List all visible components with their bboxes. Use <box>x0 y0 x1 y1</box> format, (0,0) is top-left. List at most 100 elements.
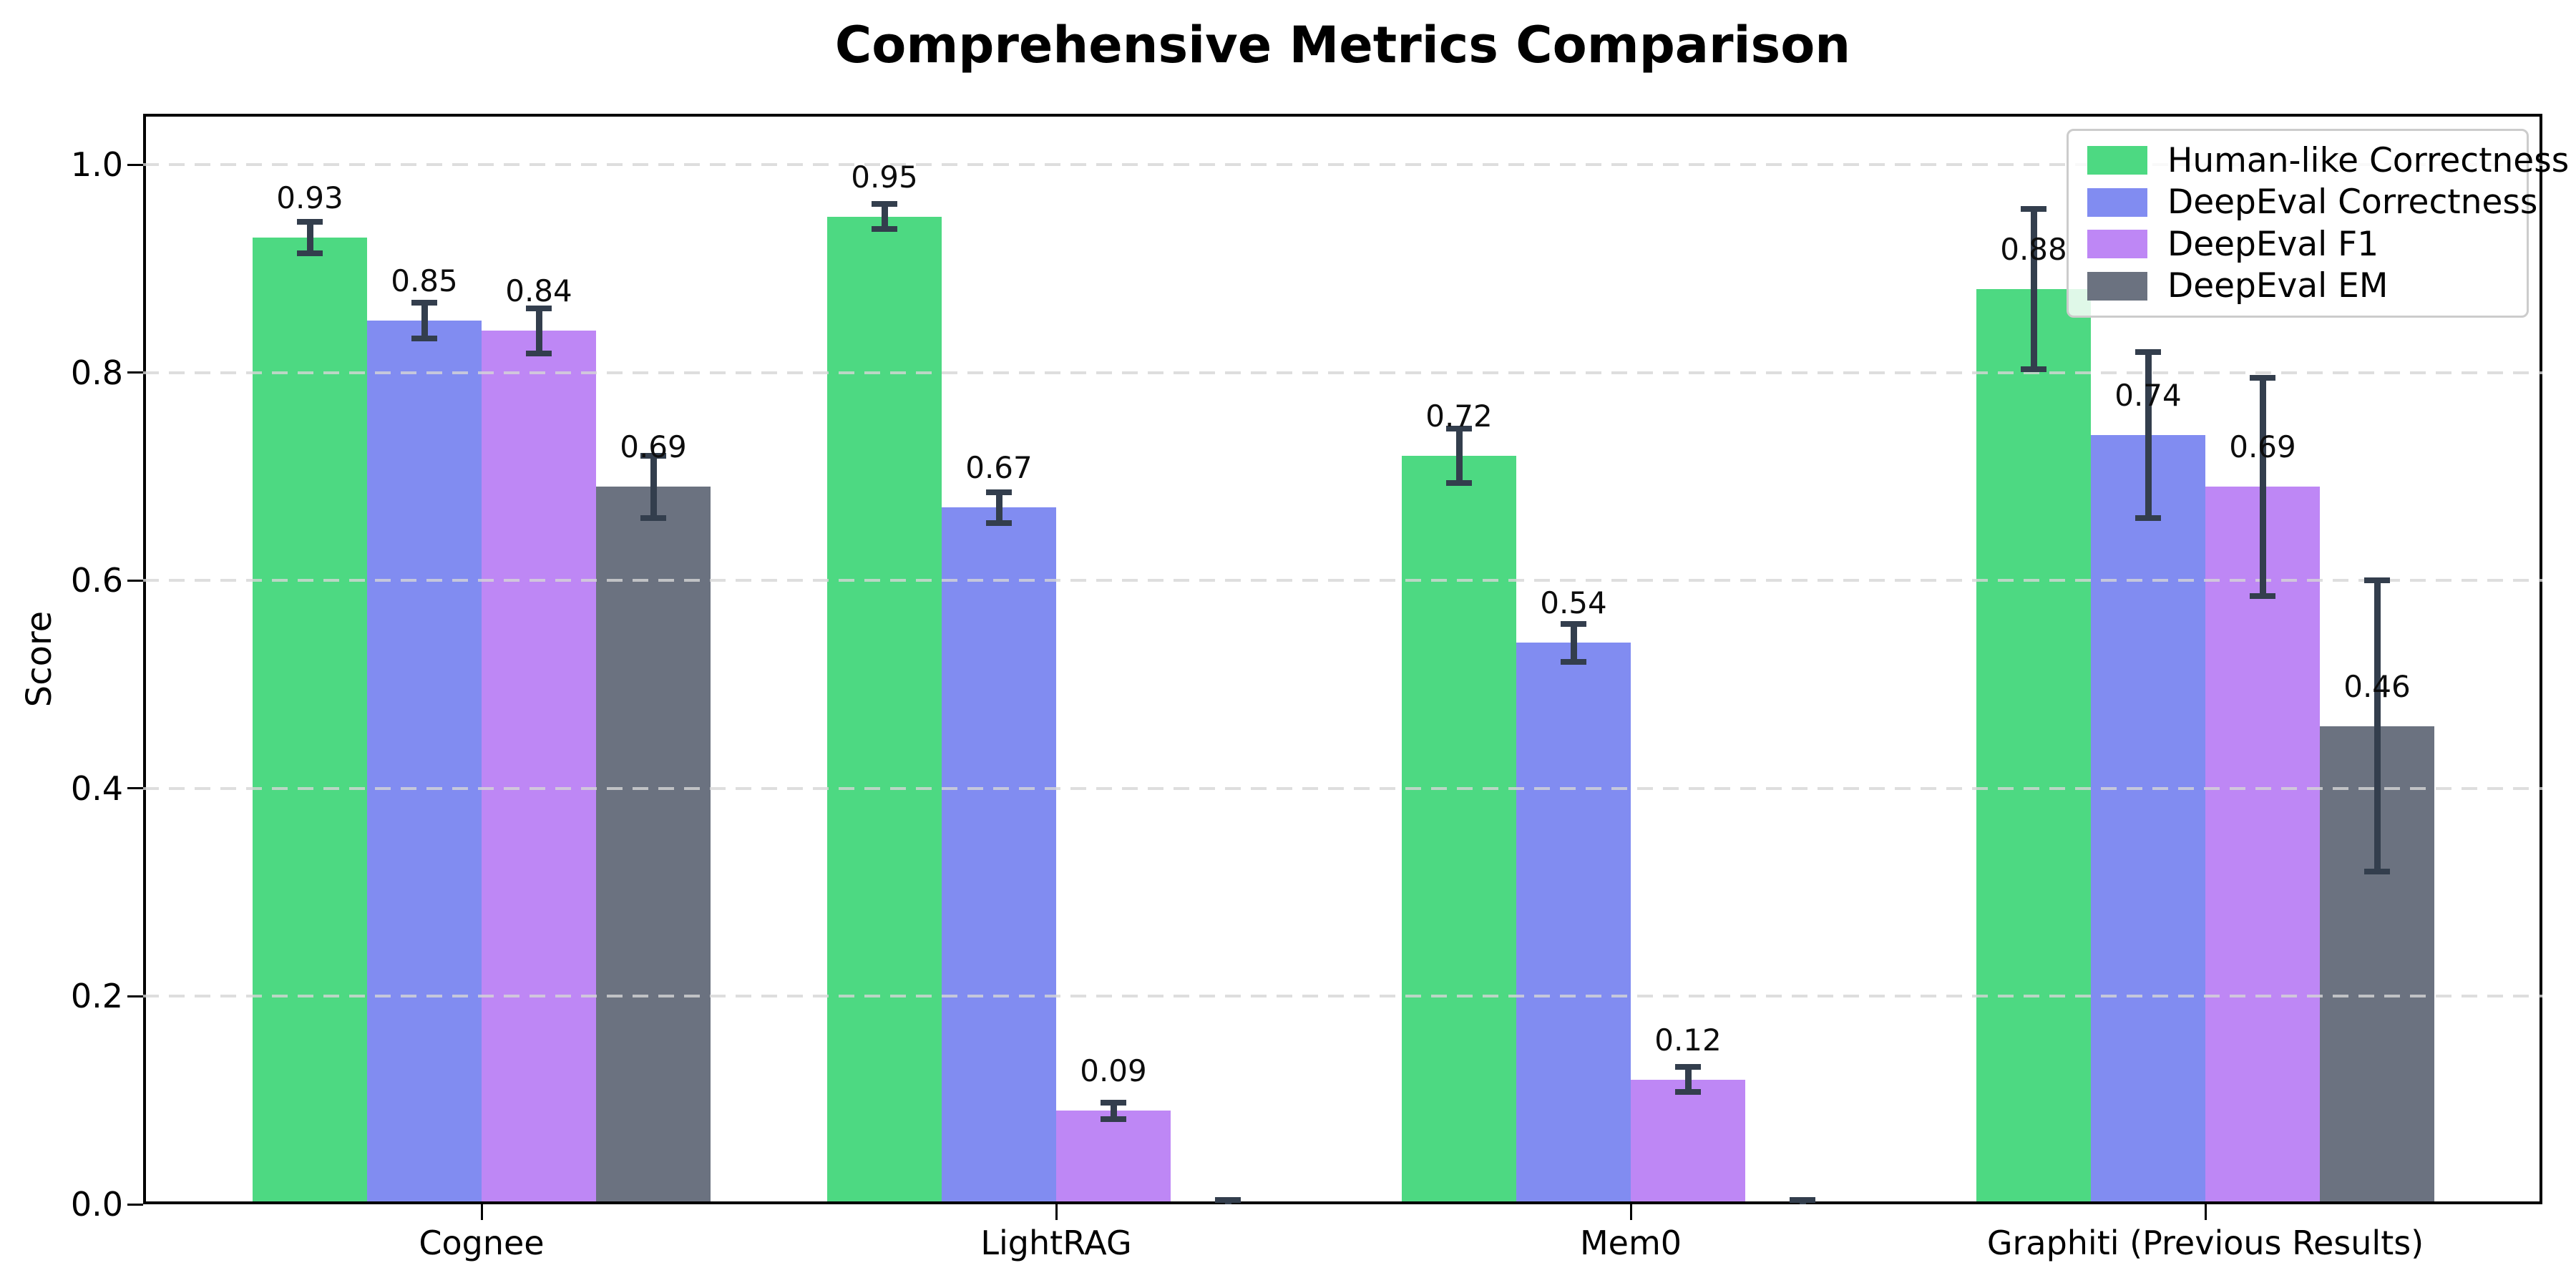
error-bar <box>1455 429 1463 483</box>
error-bar <box>421 303 428 338</box>
error-bar <box>2030 209 2037 370</box>
error-bar-cap-top <box>2364 577 2390 584</box>
error-bar-cap-bottom <box>297 250 323 256</box>
error-bar-cap-top <box>1561 621 1586 628</box>
bar-value-label: 0.67 <box>965 450 1033 486</box>
gridline <box>143 579 2542 582</box>
bar <box>1516 643 1631 1204</box>
error-bar <box>535 308 542 354</box>
bar-value-label: 0.46 <box>2343 668 2411 704</box>
error-bar <box>306 221 313 253</box>
x-tick-label: LightRAG <box>980 1224 1132 1262</box>
error-bar-cap-bottom <box>1561 658 1586 665</box>
error-bar <box>650 455 657 518</box>
error-bar <box>995 492 1002 524</box>
error-bar-cap-bottom <box>1675 1089 1701 1096</box>
legend: Human-like Correctness DeepEval Correctne… <box>2067 129 2569 318</box>
gridline <box>143 995 2542 998</box>
bar-value-label: 0.12 <box>1654 1022 1722 1058</box>
bar-value-label: 0.74 <box>2114 377 2182 413</box>
legend-swatch-icon <box>2087 271 2147 301</box>
bar-value-label: 0.84 <box>505 273 572 309</box>
error-bar-cap-bottom <box>1446 479 1472 486</box>
legend-item: Human-like Correctness <box>2069 144 2569 177</box>
error-bar-cap-bottom <box>872 226 897 233</box>
y-axis-label: Score <box>19 610 59 708</box>
x-axis-tick <box>1055 1204 1058 1220</box>
bar-value-label: 0.54 <box>1540 585 1607 621</box>
error-bar-cap-top <box>2135 348 2161 355</box>
legend-swatch-icon <box>2087 230 2147 259</box>
y-tick-label: 0.2 <box>70 977 123 1016</box>
error-bar-cap-top <box>2021 206 2046 213</box>
x-axis-tick <box>480 1204 483 1220</box>
error-bar-cap-bottom <box>2135 515 2161 522</box>
y-tick-label: 1.0 <box>70 145 123 184</box>
bar-value-label: 0.88 <box>2000 232 2067 268</box>
bar <box>1631 1079 1745 1204</box>
legend-label: DeepEval F1 <box>2167 224 2379 264</box>
bar <box>1976 289 2091 1204</box>
error-bar <box>2259 377 2266 596</box>
legend-item: DeepEval EM <box>2069 269 2527 303</box>
gridline <box>143 786 2542 790</box>
x-tick-label: Graphiti (Previous Results) <box>1986 1224 2424 1262</box>
error-bar-cap-top <box>872 201 897 208</box>
error-bar-cap-top <box>1215 1197 1241 1204</box>
error-bar-cap-top <box>2250 374 2275 381</box>
y-axis-tick <box>127 1203 143 1206</box>
legend-swatch-icon <box>2087 146 2147 175</box>
y-axis-tick <box>127 371 143 374</box>
legend-label: DeepEval EM <box>2167 266 2389 306</box>
error-bar-cap-top <box>297 218 323 225</box>
y-axis-tick <box>127 579 143 582</box>
bar <box>942 507 1056 1204</box>
bar <box>482 331 596 1204</box>
y-tick-label: 0.0 <box>70 1185 123 1224</box>
legend-item: DeepEval Correctness <box>2069 185 2537 219</box>
error-bar-cap-bottom <box>2364 869 2390 875</box>
bar <box>1402 455 1516 1204</box>
error-bar-cap-top <box>1101 1099 1126 1106</box>
y-tick-label: 0.6 <box>70 561 123 600</box>
bar <box>2205 487 2320 1204</box>
bar-value-label: 0.09 <box>1080 1053 1147 1089</box>
error-bar-cap-bottom <box>640 515 666 522</box>
chart-title: Comprehensive Metrics Comparison <box>834 16 1851 74</box>
x-tick-label: Mem0 <box>1579 1224 1682 1262</box>
x-tick-label: Cognee <box>419 1224 545 1262</box>
bar-value-label: 0.85 <box>391 263 458 298</box>
y-tick-label: 0.8 <box>70 353 123 392</box>
error-bar <box>881 204 888 230</box>
bar <box>596 487 711 1204</box>
bar <box>253 237 367 1204</box>
bar-value-label: 0.72 <box>1425 398 1493 434</box>
error-bar-cap-bottom <box>526 351 552 357</box>
error-bar-cap-top <box>640 452 666 459</box>
y-axis-tick <box>127 163 143 166</box>
bar <box>2091 434 2205 1204</box>
error-bar-cap-bottom <box>2250 592 2275 599</box>
error-bar-cap-bottom <box>411 335 437 341</box>
bar-value-label: 0.69 <box>620 429 687 465</box>
error-bar <box>2373 580 2381 872</box>
gridline <box>143 371 2542 374</box>
legend-label: Human-like Correctness <box>2167 140 2570 180</box>
error-bar-cap-top <box>1446 426 1472 432</box>
error-bar-cap-bottom <box>2021 366 2046 373</box>
y-axis-tick <box>127 787 143 790</box>
legend-label: DeepEval Correctness <box>2167 182 2538 223</box>
bar-value-label: 0.69 <box>2229 429 2296 465</box>
error-bar-cap-bottom <box>1101 1116 1126 1122</box>
error-bar <box>1684 1067 1692 1093</box>
error-bar-cap-top <box>526 305 552 311</box>
error-bar <box>1570 624 1577 662</box>
error-bar <box>2145 351 2152 518</box>
bar <box>827 216 942 1204</box>
error-bar <box>1110 1102 1117 1119</box>
bar-value-label: 0.93 <box>276 180 343 215</box>
error-bar-cap-top <box>1790 1197 1815 1204</box>
y-axis-tick <box>127 995 143 997</box>
error-bar-cap-top <box>1675 1064 1701 1070</box>
